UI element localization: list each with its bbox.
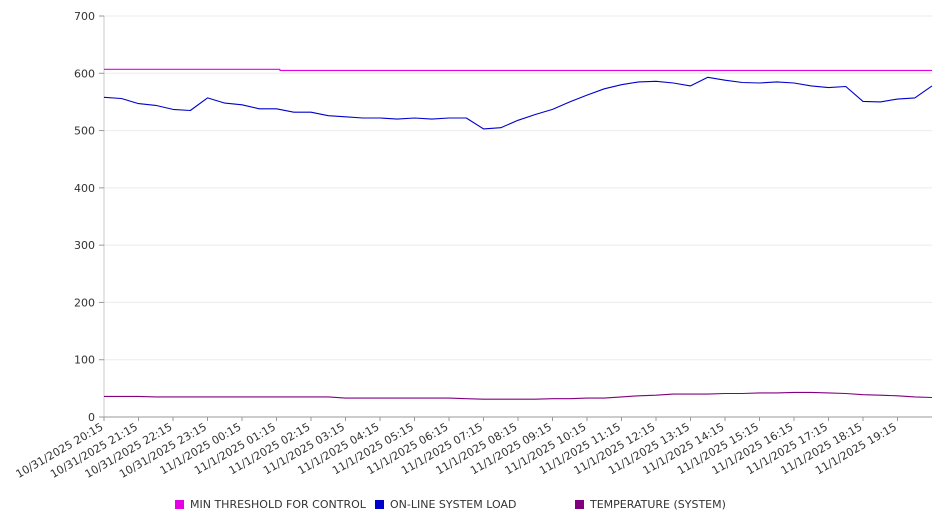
y-tick-label-500: 500 [74,125,95,138]
legend-label-system-load: ON-LINE SYSTEM LOAD [390,498,517,511]
y-axis-ticks: 0 100 200 300 400 500 600 700 [74,10,104,424]
legend-label-temperature: TEMPERATURE (SYSTEM) [590,498,726,511]
y-tick-label-700: 700 [74,10,95,23]
y-tick-label-100: 100 [74,354,95,367]
legend-swatch-temperature [575,500,584,509]
legend-item-system-load: ON-LINE SYSTEM LOAD [375,498,516,511]
y-tick-label-300: 300 [74,239,95,252]
series-line-min-threshold-for-control [104,68,932,71]
y-tick-label-200: 200 [74,296,95,309]
series-line-temperature-system [104,391,933,400]
y-tick-label-600: 600 [74,67,95,80]
legend-item-temperature: TEMPERATURE (SYSTEM) [575,498,726,511]
legend: MIN THRESHOLD FOR CONTROL ON-LINE SYSTEM… [0,498,946,514]
legend-swatch-min-threshold [175,500,184,509]
legend-label-min-threshold: MIN THRESHOLD FOR CONTROL [190,498,366,511]
series-lines [103,68,933,400]
axes [103,16,932,418]
y-tick-label-400: 400 [74,182,95,195]
legend-item-min-threshold: MIN THRESHOLD FOR CONTROL [175,498,366,511]
grid-lines [104,15,932,361]
y-tick-label-0: 0 [88,411,95,424]
series-line-on-line-system-load [103,76,933,130]
legend-swatch-system-load [375,500,384,509]
